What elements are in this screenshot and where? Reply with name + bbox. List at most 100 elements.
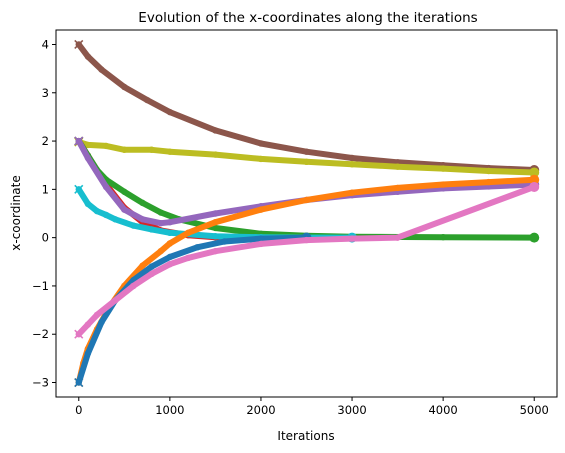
data-point <box>348 161 356 168</box>
data-point <box>212 232 219 240</box>
chart-title: Evolution of the x-coordinates along the… <box>138 10 477 26</box>
data-point <box>130 282 137 290</box>
y-tick-label: 4 <box>42 37 49 51</box>
data-point <box>157 247 164 255</box>
data-point <box>257 206 265 213</box>
data-point <box>112 216 119 223</box>
data-point <box>84 53 92 60</box>
data-point <box>348 189 356 196</box>
data-point <box>139 262 146 269</box>
start-marker <box>74 184 84 194</box>
x-tick-label: 0 <box>75 403 82 417</box>
series-line <box>75 41 538 173</box>
data-point <box>348 235 356 242</box>
data-point <box>257 140 265 147</box>
data-point <box>303 158 310 166</box>
x-tick-label: 2000 <box>246 403 275 417</box>
data-point <box>348 154 356 162</box>
data-point <box>143 96 151 104</box>
data-point <box>485 167 492 175</box>
data-point <box>257 155 265 163</box>
data-point <box>212 127 219 134</box>
data-point <box>166 108 174 116</box>
data-point <box>121 188 128 195</box>
data-point <box>485 178 492 186</box>
x-tick-label: 1000 <box>155 403 184 417</box>
data-point <box>157 219 164 227</box>
data-point <box>212 224 219 232</box>
end-marker <box>529 174 540 185</box>
data-point <box>93 207 101 215</box>
data-point <box>148 263 155 270</box>
data-point <box>184 254 192 262</box>
data-point <box>257 235 265 242</box>
data-point <box>193 244 201 251</box>
data-point <box>439 165 447 172</box>
data-point <box>166 253 174 261</box>
end-marker <box>529 232 540 243</box>
start-marker <box>74 377 84 388</box>
start-marker <box>74 39 84 50</box>
data-point <box>84 141 92 149</box>
data-point <box>148 226 155 233</box>
data-point <box>166 148 174 155</box>
data-point <box>130 222 137 229</box>
start-marker <box>74 136 84 146</box>
series-line <box>75 139 538 176</box>
y-axis: −3 −2 −1 0 1 2 3 4 <box>32 37 56 390</box>
data-point <box>212 210 219 217</box>
series-1 <box>74 137 540 178</box>
x-tick-label: 3000 <box>337 403 366 417</box>
data-point <box>112 297 119 304</box>
x-axis: 0 1000 2000 3000 4000 5000 <box>75 397 549 417</box>
data-point <box>102 142 110 150</box>
data-point <box>121 83 128 91</box>
data-point <box>439 181 447 188</box>
data-point <box>93 311 101 319</box>
data-point <box>84 321 92 328</box>
data-point <box>121 146 128 153</box>
y-tick-label: 3 <box>42 86 49 100</box>
series-line <box>75 183 538 338</box>
end-marker <box>529 181 540 192</box>
series-8 <box>74 181 540 339</box>
y-tick-label: 0 <box>42 231 49 245</box>
y-tick-label: −1 <box>32 279 49 293</box>
data-point <box>439 233 447 241</box>
data-point <box>394 184 401 192</box>
x-tick-label: 4000 <box>428 403 457 417</box>
data-point <box>303 148 310 155</box>
data-point <box>166 240 174 247</box>
data-point <box>166 261 174 268</box>
data-point <box>121 206 128 213</box>
y-tick-label: −3 <box>32 376 49 390</box>
data-point <box>84 350 92 357</box>
data-point <box>148 270 155 278</box>
data-point <box>184 229 192 237</box>
data-point <box>102 211 110 219</box>
axes-frame <box>55 29 558 398</box>
data-point <box>303 196 310 204</box>
data-point <box>139 199 146 207</box>
data-point <box>102 183 110 191</box>
series-0 <box>74 39 540 176</box>
data-point <box>303 236 310 244</box>
data-point <box>148 146 155 153</box>
data-point <box>84 200 92 208</box>
data-point <box>212 151 219 158</box>
start-marker <box>74 329 84 339</box>
data-point <box>394 234 401 241</box>
data-point <box>257 240 265 248</box>
data-point <box>157 209 164 216</box>
x-tick-label: 5000 <box>520 403 549 417</box>
data-point <box>98 66 105 73</box>
data-point <box>394 163 401 170</box>
y-tick-label: 2 <box>42 134 49 148</box>
data-point <box>166 229 174 237</box>
data-point <box>98 318 105 326</box>
y-tick-label: 1 <box>42 182 49 196</box>
data-point <box>212 218 219 226</box>
end-marker <box>529 167 540 178</box>
data-point <box>166 218 174 226</box>
